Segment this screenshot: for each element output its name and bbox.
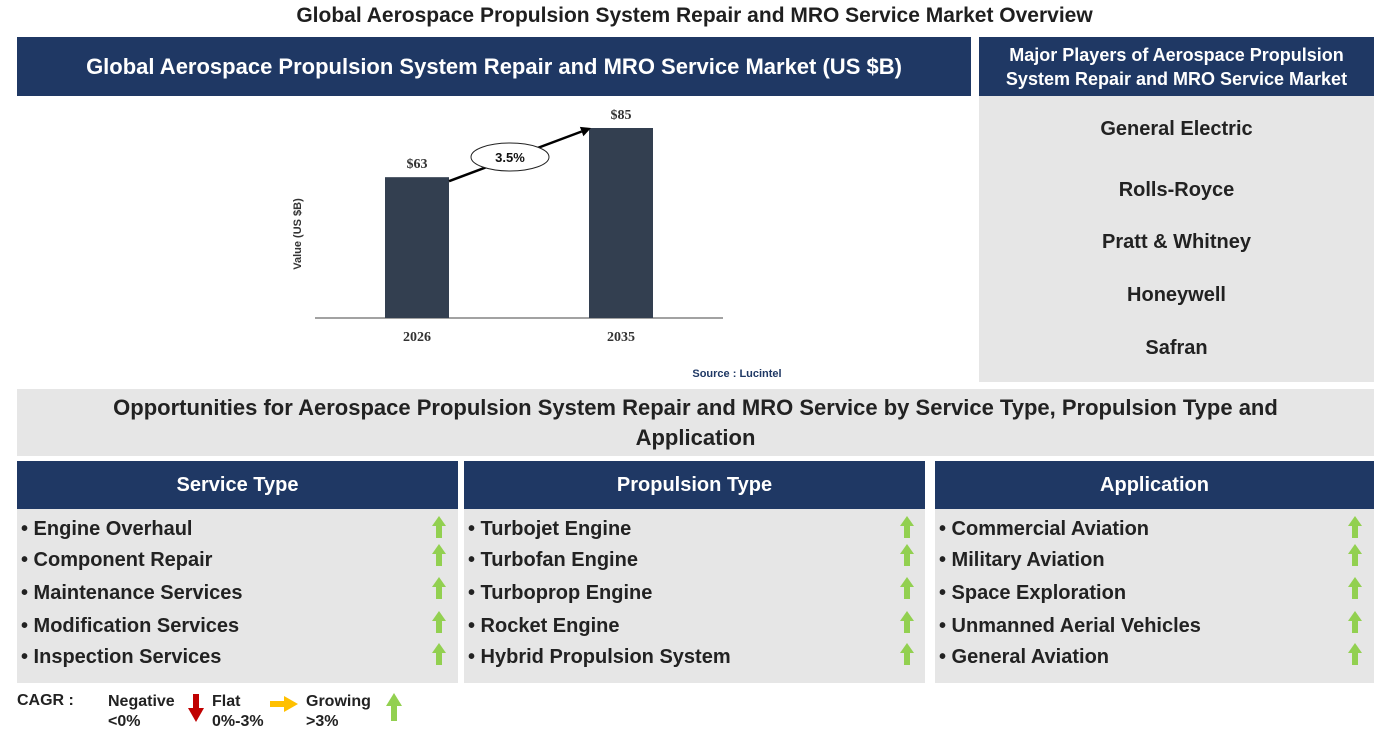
legend-flat-range: 0%-3% <box>212 713 264 730</box>
green-up-arrow-icon <box>432 611 446 633</box>
player-item: Rolls-Royce <box>1118 179 1235 201</box>
players-panel: General Electric Rolls-Royce Pratt & Whi… <box>979 96 1374 382</box>
green-up-arrow-icon <box>1348 544 1362 566</box>
green-up-arrow-icon <box>1348 611 1362 633</box>
legend-negative-label: Negative <box>108 693 175 710</box>
legend-negative-range: <0% <box>108 713 141 730</box>
chart-header: Global Aerospace Propulsion System Repai… <box>17 37 971 96</box>
cagr-arrow-head <box>579 126 591 137</box>
list-item: • Space Exploration <box>939 582 1127 604</box>
application-list: • Commercial Aviation • Military Aviatio… <box>935 509 1374 683</box>
player-item: Honeywell <box>1127 284 1226 306</box>
legend-growing-range: >3% <box>306 713 339 730</box>
list-item: • Inspection Services <box>21 646 222 668</box>
value-label: $63 <box>407 157 428 172</box>
service-type-header: Service Type <box>17 461 458 509</box>
green-up-arrow-icon <box>1348 643 1362 665</box>
list-item: • Turboprop Engine <box>468 582 653 604</box>
list-item: • Maintenance Services <box>21 582 243 604</box>
list-item: • Hybrid Propulsion System <box>468 646 731 668</box>
x-tick-label: 2026 <box>403 330 431 345</box>
list-item: • Rocket Engine <box>468 615 620 637</box>
market-bar-chart: Value (US $B) $63 2026 $85 2035 3.5% Source… <box>292 108 782 380</box>
list-item: • Unmanned Aerial Vehicles <box>939 615 1201 637</box>
yellow-right-arrow-icon <box>270 696 298 712</box>
page-title: Global Aerospace Propulsion System Repai… <box>296 4 1093 27</box>
bar-2035 <box>589 128 653 318</box>
list-item: • Commercial Aviation <box>939 518 1150 540</box>
green-up-arrow-icon <box>900 611 914 633</box>
list-item: • Military Aviation <box>939 549 1105 571</box>
red-down-arrow-icon <box>188 694 204 722</box>
legend-growing: Growing >3% <box>306 692 371 732</box>
bar-2026 <box>385 177 449 318</box>
green-up-arrow-icon <box>1348 577 1362 599</box>
legend-cagr-label: CAGR : <box>17 692 74 709</box>
players-header: Major Players of Aerospace Propulsion Sy… <box>979 37 1374 96</box>
value-label: $85 <box>611 108 632 123</box>
player-item: Safran <box>1145 337 1208 359</box>
cagr-label: 3.5% <box>495 150 525 165</box>
green-up-arrow-icon <box>432 544 446 566</box>
application-header: Application <box>935 461 1374 509</box>
x-tick-label: 2035 <box>607 330 635 345</box>
propulsion-type-header: Propulsion Type <box>464 461 925 509</box>
opportunities-header: Opportunities for Aerospace Propulsion S… <box>17 389 1374 456</box>
legend-flat-label: Flat <box>212 693 241 710</box>
green-up-arrow-icon <box>900 544 914 566</box>
source-label: Source : Lucintel <box>692 368 781 380</box>
propulsion-type-list: • Turbojet Engine • Turbofan Engine • Tu… <box>464 509 925 683</box>
list-item: • Modification Services <box>21 615 240 637</box>
y-axis-label: Value (US $B) <box>292 198 304 270</box>
green-up-arrow-icon <box>900 516 914 538</box>
green-up-arrow-icon <box>900 643 914 665</box>
green-up-arrow-icon <box>386 693 402 721</box>
cagr-bubble <box>470 142 550 172</box>
player-item: Pratt & Whitney <box>1102 231 1251 253</box>
list-item: • Turbojet Engine <box>468 518 632 540</box>
legend-negative: Negative <0% <box>108 692 175 732</box>
legend-flat: Flat 0%-3% <box>212 692 264 732</box>
service-type-list: • Engine Overhaul • Component Repair • M… <box>17 509 458 683</box>
list-item: • General Aviation <box>939 646 1110 668</box>
list-item: • Engine Overhaul <box>21 518 193 540</box>
green-up-arrow-icon <box>432 516 446 538</box>
list-item: • Component Repair <box>21 549 213 571</box>
legend-growing-label: Growing <box>306 693 371 710</box>
green-up-arrow-icon <box>432 643 446 665</box>
green-up-arrow-icon <box>900 577 914 599</box>
green-up-arrow-icon <box>1348 516 1362 538</box>
green-up-arrow-icon <box>432 577 446 599</box>
list-item: • Turbofan Engine <box>468 549 638 571</box>
player-item: General Electric <box>1100 118 1253 140</box>
